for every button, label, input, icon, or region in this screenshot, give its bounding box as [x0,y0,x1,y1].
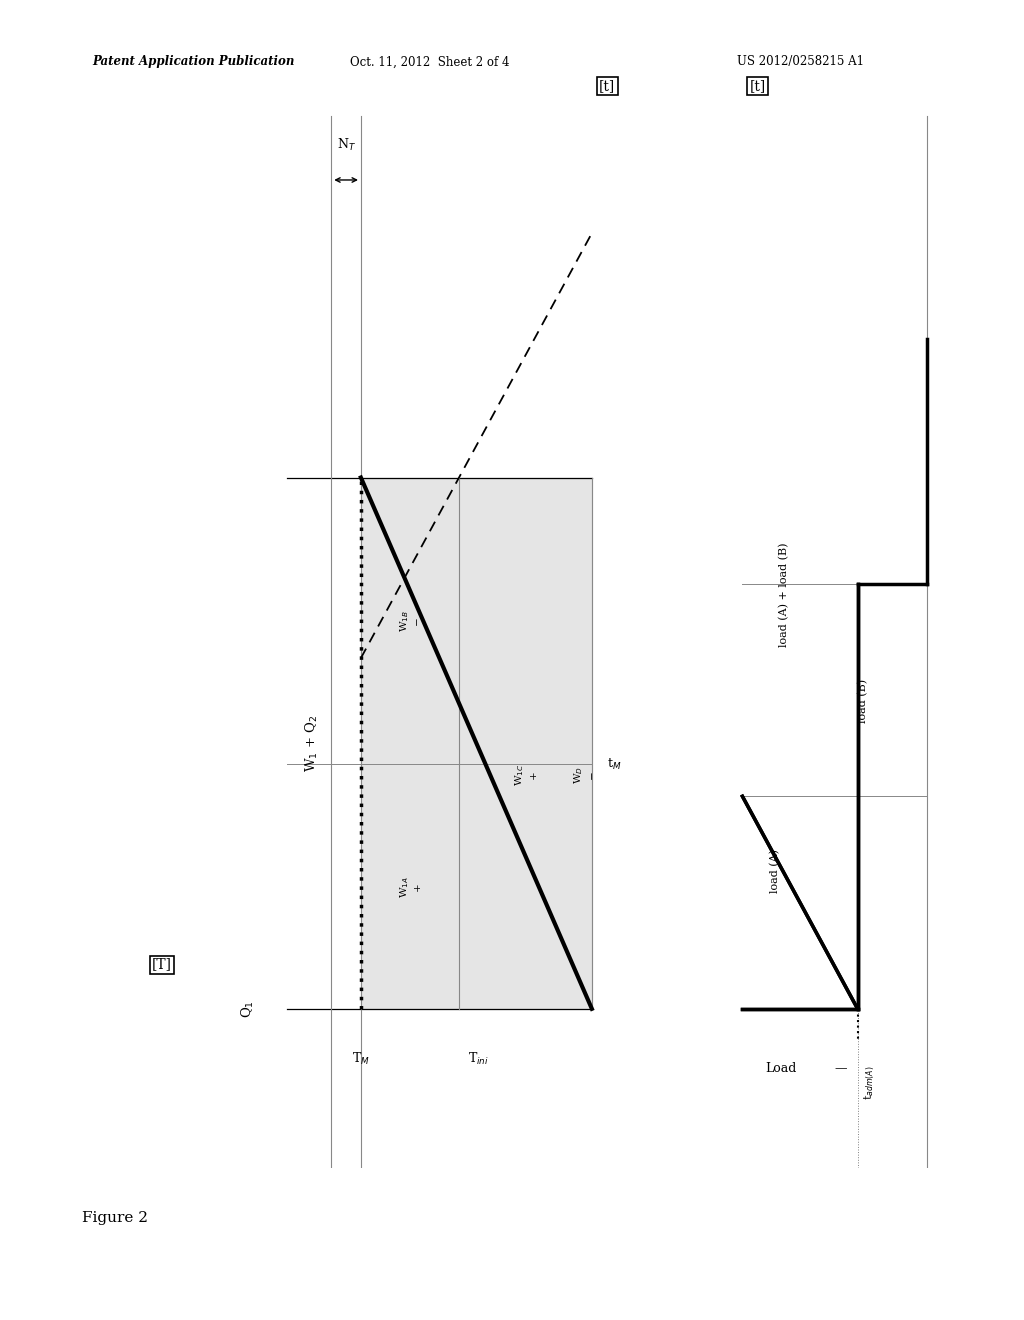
Text: N$_T$: N$_T$ [337,137,355,153]
Text: Figure 2: Figure 2 [82,1210,147,1225]
Text: T$_M$: T$_M$ [352,1051,370,1068]
Text: t$_{adm(A)}$: t$_{adm(A)}$ [862,1065,877,1101]
Text: W$_{1C}$
+: W$_{1C}$ + [513,764,538,787]
Text: [t]: [t] [750,79,766,92]
Text: t$_M$: t$_M$ [606,756,622,772]
Text: W$_D$
−: W$_D$ − [572,766,597,784]
Text: load (B): load (B) [858,678,868,723]
Bar [360,478,592,1008]
Text: US 2012/0258215 A1: US 2012/0258215 A1 [737,55,864,69]
Text: T$_{ini}$: T$_{ini}$ [468,1051,489,1068]
Text: [T]: [T] [152,957,172,972]
Text: Q$_1$: Q$_1$ [240,999,256,1018]
Text: Oct. 11, 2012  Sheet 2 of 4: Oct. 11, 2012 Sheet 2 of 4 [350,55,510,69]
Text: W$_{1A}$
+: W$_{1A}$ + [397,875,422,898]
Text: [t]: [t] [599,79,615,92]
Text: load (A) + load (B): load (A) + load (B) [779,543,790,647]
Text: —: — [835,1061,847,1074]
Text: W$_1$ + Q$_2$: W$_1$ + Q$_2$ [304,714,319,772]
Text: Load: Load [766,1061,797,1074]
Text: load (A): load (A) [770,849,780,892]
Text: Patent Application Publication: Patent Application Publication [92,55,295,69]
Text: W$_{1B}$
−: W$_{1B}$ − [397,610,422,632]
